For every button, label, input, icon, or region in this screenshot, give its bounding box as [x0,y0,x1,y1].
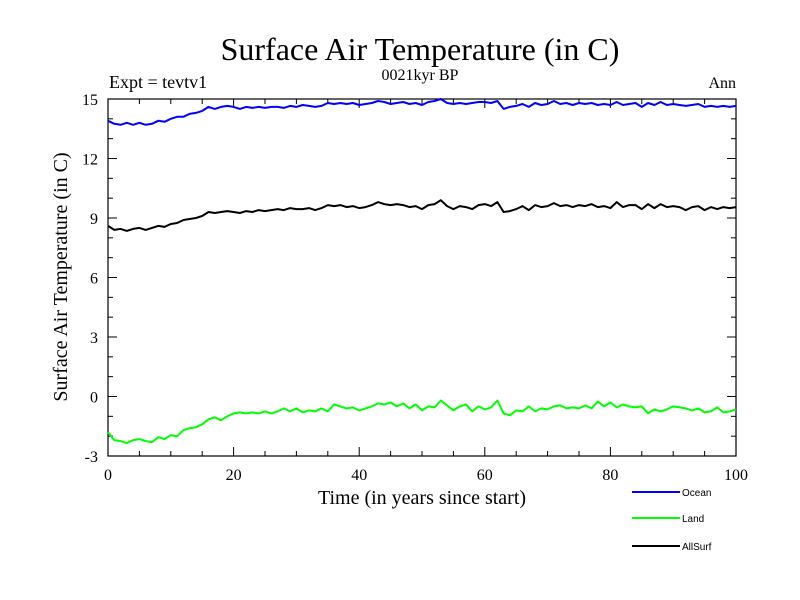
series-line-ocean [107,98,737,126]
chart-title: Surface Air Temperature (in C) [221,31,620,67]
y-tick-label: 0 [90,390,98,407]
y-tick-label: -3 [85,449,98,466]
y-tick-label: 3 [90,330,98,347]
y-axis-label: Surface Air Temperature (in C) [50,152,72,401]
plot-frame [107,98,737,457]
series-line-land [107,399,737,445]
x-tick-label: 20 [226,467,242,484]
series-line-allsurf [107,199,737,232]
x-tick-label: 100 [724,467,748,484]
x-axis-label: Time (in years since start) [318,487,526,509]
chart-subtitle: 0021kyr BP [382,67,459,84]
y-tick-label: 15 [82,92,98,109]
y-tick-label: 6 [90,271,98,288]
season-label: Ann [708,75,736,92]
x-tick-label: 60 [477,467,493,484]
legend-label-allsurf: AllSurf [682,542,712,553]
legend-label-land: Land [682,514,704,525]
x-tick-label: 0 [104,467,112,484]
x-tick-label: 40 [351,467,367,484]
x-tick-label: 80 [602,467,618,484]
y-tick-label: 9 [90,211,98,228]
experiment-label: Expt = tevtv1 [109,72,207,92]
y-tick-label: 12 [82,152,98,169]
legend-label-ocean: Ocean [682,488,711,499]
